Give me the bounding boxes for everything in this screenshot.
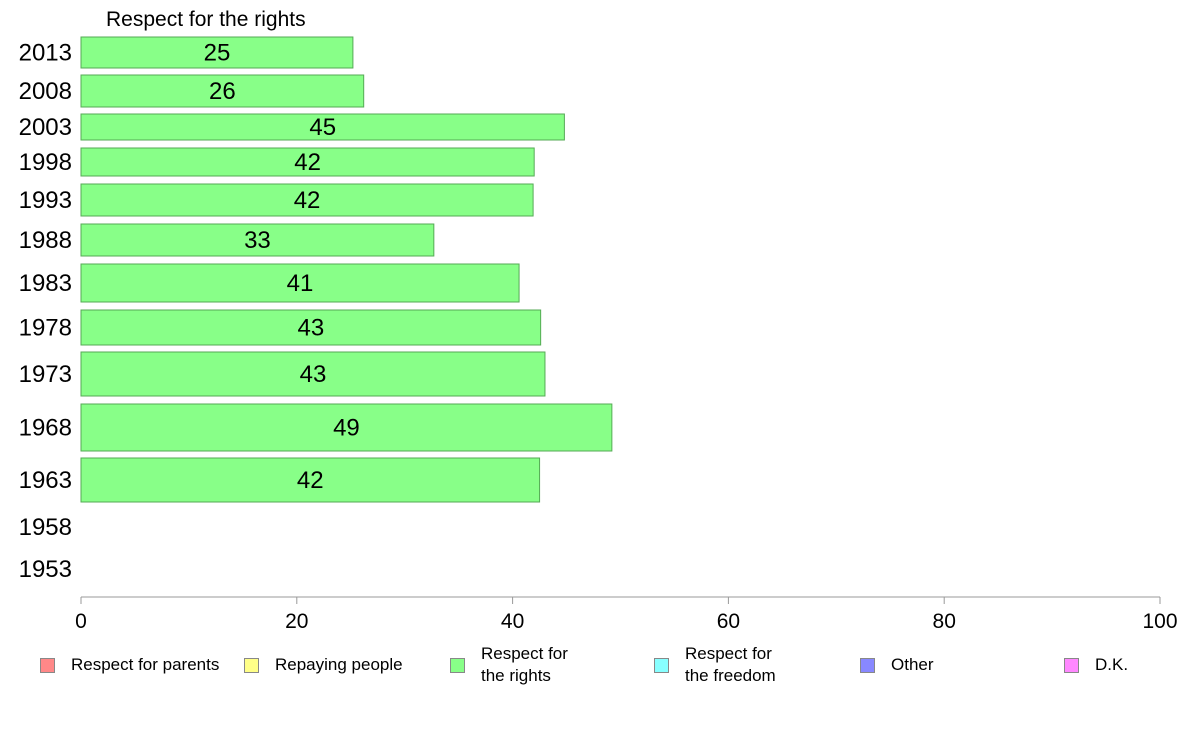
legend-swatch <box>654 657 669 673</box>
legend-label-line: the rights <box>481 666 551 685</box>
bar <box>80 36 354 69</box>
data-label: 25 <box>204 40 231 67</box>
legend-label-line: the freedom <box>685 666 776 685</box>
y-tick-label: 1953 <box>19 556 72 583</box>
bars-group: 2013 25 2008 26 2003 45 1998 42 1993 42 1988 33 1983… <box>19 36 613 583</box>
legend-swatch <box>244 657 259 673</box>
data-label: 42 <box>294 149 321 176</box>
legend-label: D.K. <box>1095 654 1128 676</box>
y-tick-label: 1958 <box>19 514 72 541</box>
x-tick-label: 60 <box>717 610 740 633</box>
x-tick-label: 40 <box>501 610 524 633</box>
legend-label-line: Respect for parents <box>71 655 220 674</box>
legend-label: Respect for the freedom <box>685 643 776 687</box>
legend-label-line: Other <box>891 655 934 674</box>
legend-item: D.K. <box>1064 654 1128 676</box>
chart-title: Respect for the rights <box>106 8 306 31</box>
data-label: 49 <box>333 415 360 442</box>
legend-label-line: D.K. <box>1095 655 1129 674</box>
legend: Respect for parents Repaying people Respec… <box>0 643 1188 693</box>
y-tick-label: 1968 <box>19 415 72 442</box>
legend-label: Other <box>891 654 934 676</box>
legend-label-line: Repaying people <box>275 655 403 674</box>
y-tick-label: 2013 <box>19 40 72 67</box>
bar <box>80 74 365 108</box>
legend-label-line: Respect for <box>481 644 568 663</box>
bar <box>80 223 435 257</box>
legend-swatch <box>450 657 465 673</box>
legend-item: Other <box>860 654 934 676</box>
legend-item: Respect for the freedom <box>654 643 776 687</box>
x-tick-label: 80 <box>933 610 956 633</box>
bar <box>80 457 541 503</box>
legend-label: Repaying people <box>275 654 403 676</box>
legend-swatch <box>1064 657 1079 673</box>
data-label: 42 <box>294 187 321 214</box>
y-tick-label: 1973 <box>19 361 72 388</box>
bar-chart: Respect for the rights 2013 25 2008 26 2003 4… <box>19 8 1178 633</box>
y-tick-label: 1993 <box>19 187 72 214</box>
legend-label: Respect for parents <box>71 654 219 676</box>
x-tick-label: 100 <box>1142 610 1177 633</box>
data-label: 33 <box>244 227 271 254</box>
bar <box>80 113 565 141</box>
legend-label-line: Respect for <box>685 644 772 663</box>
x-tick-label: 0 <box>75 610 87 633</box>
y-tick-label: 1963 <box>19 467 72 494</box>
legend-swatch <box>40 657 55 673</box>
bar <box>80 147 535 177</box>
data-label: 43 <box>300 361 327 388</box>
data-label: 45 <box>309 114 336 141</box>
bar <box>80 403 613 452</box>
y-tick-label: 1983 <box>19 270 72 297</box>
y-tick-label: 1998 <box>19 149 72 176</box>
bar <box>80 351 546 397</box>
data-label: 41 <box>287 270 314 297</box>
y-tick-label: 2008 <box>19 78 72 105</box>
data-label: 26 <box>209 78 236 105</box>
data-label: 43 <box>297 315 324 342</box>
y-tick-label: 2003 <box>19 114 72 141</box>
legend-swatch <box>860 657 875 673</box>
y-tick-label: 1978 <box>19 315 72 342</box>
bar <box>80 309 542 346</box>
bar <box>80 183 534 217</box>
x-tick-label: 20 <box>285 610 308 633</box>
legend-item: Respect for parents <box>40 654 219 676</box>
x-axis: 0 20 40 60 80 100 <box>75 596 1178 633</box>
legend-item: Repaying people <box>244 654 403 676</box>
bar <box>80 263 520 303</box>
legend-item: Respect for the rights <box>450 643 568 687</box>
data-label: 42 <box>297 467 324 494</box>
y-tick-label: 1988 <box>19 227 72 254</box>
legend-label: Respect for the rights <box>481 643 568 687</box>
